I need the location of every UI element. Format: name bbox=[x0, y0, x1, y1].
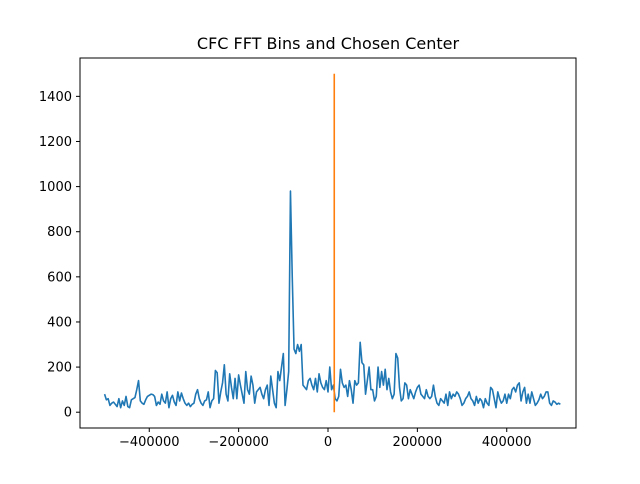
x-tick-label: 0 bbox=[324, 435, 332, 450]
y-tick-label: 400 bbox=[47, 315, 72, 330]
y-tick-label: 1200 bbox=[39, 135, 72, 150]
chart-title: CFC FFT Bins and Chosen Center bbox=[197, 34, 460, 53]
x-axis: −400000 −200000 0 200000 400000 bbox=[119, 428, 532, 450]
plot-area bbox=[103, 73, 561, 413]
x-tick-label: −200000 bbox=[208, 435, 269, 450]
x-tick-label: −400000 bbox=[119, 435, 180, 450]
y-tick-label: 1000 bbox=[39, 180, 72, 195]
x-tick-label: 200000 bbox=[393, 435, 443, 450]
series-line-fft-bins bbox=[103, 190, 561, 409]
y-axis: 0 200 400 600 800 1000 1200 1400 bbox=[39, 90, 80, 421]
y-tick-label: 200 bbox=[47, 361, 72, 376]
x-tick-label: 400000 bbox=[482, 435, 532, 450]
y-tick-label: 0 bbox=[64, 406, 72, 421]
y-tick-label: 800 bbox=[47, 225, 72, 240]
y-tick-label: 1400 bbox=[39, 90, 72, 105]
y-tick-label: 600 bbox=[47, 270, 72, 285]
